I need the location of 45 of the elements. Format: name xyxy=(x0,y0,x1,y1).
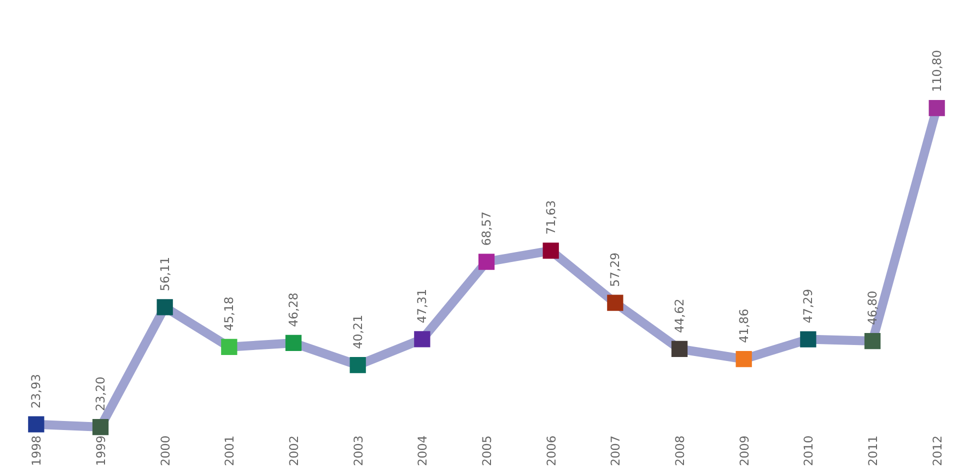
point xyxy=(800,331,816,348)
x-tick-label: 2005 xyxy=(480,436,494,466)
data-label: 40,21 xyxy=(350,314,365,350)
x-tick-label: 2004 xyxy=(416,436,430,466)
x-tick-label: 2012 xyxy=(930,436,944,466)
point xyxy=(92,418,109,436)
x-tick-label: 1998 xyxy=(30,436,44,466)
x-tick-label: 2002 xyxy=(287,436,301,466)
point xyxy=(28,416,44,432)
point xyxy=(928,100,945,116)
x-tick-label: 2007 xyxy=(608,436,623,466)
x-tick-label: 2010 xyxy=(802,436,816,466)
data-label: 44,62 xyxy=(672,298,686,333)
point xyxy=(864,332,881,350)
data-label: 45,18 xyxy=(222,296,236,331)
data-label: 23,93 xyxy=(29,374,44,408)
data-label: 71,63 xyxy=(544,200,558,235)
data-label: 47,29 xyxy=(801,288,816,324)
point xyxy=(542,242,559,259)
data-label: 46,80 xyxy=(866,290,880,326)
point xyxy=(156,299,173,316)
x-tick-label: 2003 xyxy=(351,436,366,466)
point xyxy=(285,334,302,352)
x-tick-label: 2006 xyxy=(544,436,558,466)
point xyxy=(350,356,366,374)
data-label: 47,31 xyxy=(415,288,430,324)
data-label: 68,57 xyxy=(480,211,494,246)
data-label: 56,11 xyxy=(158,256,172,292)
data-label: 46,28 xyxy=(286,292,300,327)
x-tick-label: 2000 xyxy=(158,436,172,466)
point xyxy=(221,338,238,356)
x-tick-label: 2011 xyxy=(866,436,880,466)
point xyxy=(671,340,688,358)
x-tick-label: 2008 xyxy=(673,436,687,466)
x-tick-label: 2001 xyxy=(222,436,237,466)
point xyxy=(607,294,624,311)
x-tick-label: 2009 xyxy=(737,436,752,466)
data-label: 41,86 xyxy=(736,308,751,344)
data-label: 57,29 xyxy=(608,252,622,287)
data-label: 110,80 xyxy=(930,50,944,92)
point xyxy=(478,254,495,270)
point xyxy=(414,331,430,348)
point xyxy=(736,350,752,368)
data-label: 23,20 xyxy=(94,376,108,411)
x-tick-label: 1999 xyxy=(94,436,108,466)
